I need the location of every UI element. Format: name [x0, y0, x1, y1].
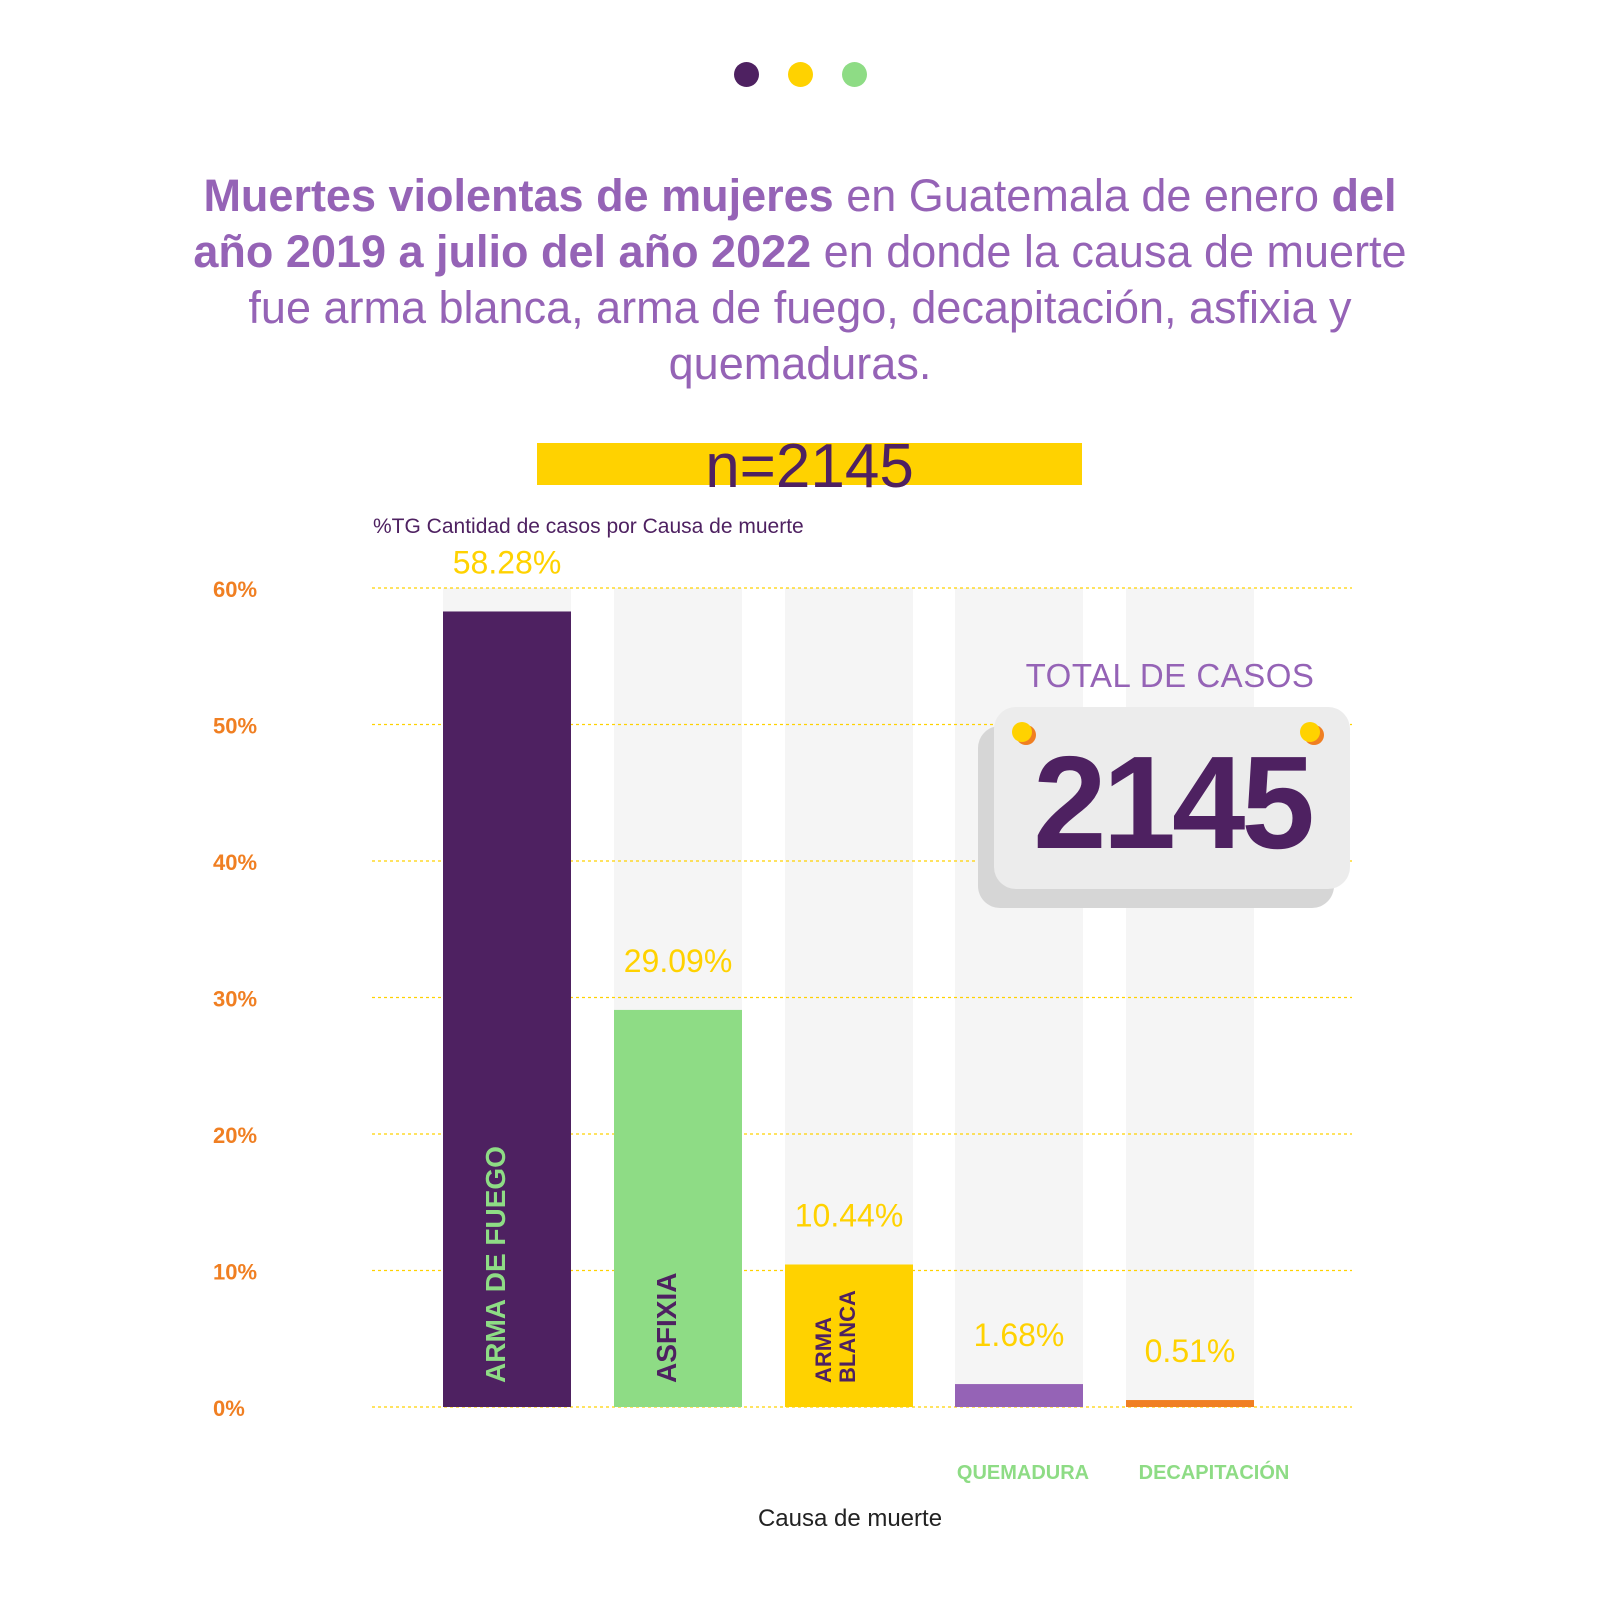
total-card: [994, 707, 1350, 889]
dot-green: [841, 62, 867, 87]
page-title: Muertes violentas de mujeres en Guatemal…: [160, 168, 1440, 392]
y-tick-label: 40%: [213, 850, 257, 875]
value-label: 29.09%: [624, 943, 733, 979]
category-label: ARMA DE FUEGO: [480, 1146, 511, 1383]
value-label: 1.68%: [974, 1317, 1065, 1353]
chart-title: %TG Cantidad de casos por Causa de muert…: [373, 515, 804, 538]
title-part-2: en Guatemala de enero: [833, 170, 1332, 221]
category-label: BLANCA: [835, 1290, 860, 1383]
category-label: DECAPITACIÓN: [1139, 1460, 1290, 1484]
dot-purple: [733, 62, 759, 87]
value-label: 58.28%: [453, 544, 562, 580]
y-tick-label: 0%: [213, 1396, 245, 1421]
title-part-1: Muertes violentas de mujeres: [203, 170, 834, 221]
x-axis-label: Causa de muerte: [757, 1505, 943, 1532]
value-label: 10.44%: [795, 1197, 904, 1233]
pin-right-icon: [1300, 722, 1320, 742]
y-tick-label: 50%: [213, 714, 257, 739]
total-cases-value: 2145: [1033, 729, 1315, 876]
category-label: ARMA: [811, 1317, 836, 1383]
bar: [614, 1009, 742, 1407]
header-dots: [0, 62, 1600, 87]
total-cases-label: TOTAL DE CASOS: [1025, 657, 1315, 694]
n-highlight-bar: [537, 443, 1082, 485]
category-label: ASFIXIA: [651, 1273, 682, 1383]
bar: [955, 1384, 1083, 1407]
bar: [443, 611, 571, 1407]
title-part-4: en donde la causa de muerte fue arma bla…: [248, 226, 1407, 389]
y-tick-label: 20%: [213, 1123, 257, 1148]
bar: [1126, 1400, 1254, 1407]
n-label: n=2145: [705, 432, 914, 501]
y-tick-label: 60%: [213, 577, 257, 602]
dot-yellow: [787, 62, 813, 87]
category-label: QUEMADURA: [957, 1462, 1089, 1484]
value-label: 0.51%: [1145, 1333, 1236, 1369]
title-part-3: del año 2019 a julio del año 2022: [193, 170, 1397, 277]
bar: [785, 1264, 913, 1407]
y-tick-label: 10%: [213, 1260, 257, 1285]
y-tick-label: 30%: [213, 987, 257, 1012]
pin-left-icon: [1012, 722, 1032, 742]
